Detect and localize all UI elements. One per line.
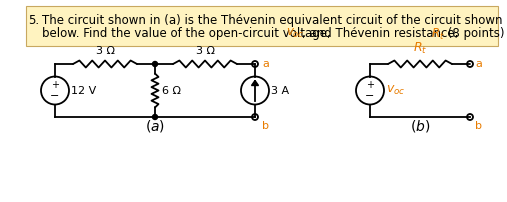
Text: −: −: [50, 90, 60, 101]
Text: $R_t$: $R_t$: [431, 27, 445, 42]
Text: 3 A: 3 A: [271, 85, 289, 96]
Text: a: a: [475, 59, 482, 69]
Text: 6 Ω: 6 Ω: [162, 85, 181, 96]
Text: 3 Ω: 3 Ω: [95, 46, 115, 56]
Text: 3 Ω: 3 Ω: [196, 46, 214, 56]
Text: (8 points): (8 points): [444, 27, 504, 40]
Text: $R_t$: $R_t$: [413, 41, 427, 56]
Text: , and Thévenin resistance,: , and Thévenin resistance,: [302, 27, 462, 40]
Text: +: +: [51, 81, 59, 90]
Text: b: b: [475, 121, 482, 131]
Polygon shape: [251, 81, 259, 85]
Text: b: b: [262, 121, 269, 131]
Text: $\mathit{(a)}$: $\mathit{(a)}$: [145, 118, 165, 134]
Text: $\mathit{(b)}$: $\mathit{(b)}$: [410, 118, 430, 134]
Text: −: −: [366, 90, 375, 101]
Text: 12 V: 12 V: [71, 85, 96, 96]
Circle shape: [153, 115, 158, 120]
Text: The circuit shown in (a) is the Thévenin equivalent circuit of the circuit shown: The circuit shown in (a) is the Thévenin…: [42, 14, 507, 27]
FancyBboxPatch shape: [26, 6, 498, 46]
Circle shape: [153, 61, 158, 66]
Text: 5.: 5.: [28, 14, 39, 27]
Text: $v_{oc}$: $v_{oc}$: [386, 84, 406, 97]
Text: +: +: [366, 81, 374, 90]
Text: below. Find the value of the open-circuit voltage,: below. Find the value of the open-circui…: [42, 27, 335, 40]
Text: $v_{oc}$: $v_{oc}$: [286, 27, 304, 40]
Text: a: a: [262, 59, 269, 69]
